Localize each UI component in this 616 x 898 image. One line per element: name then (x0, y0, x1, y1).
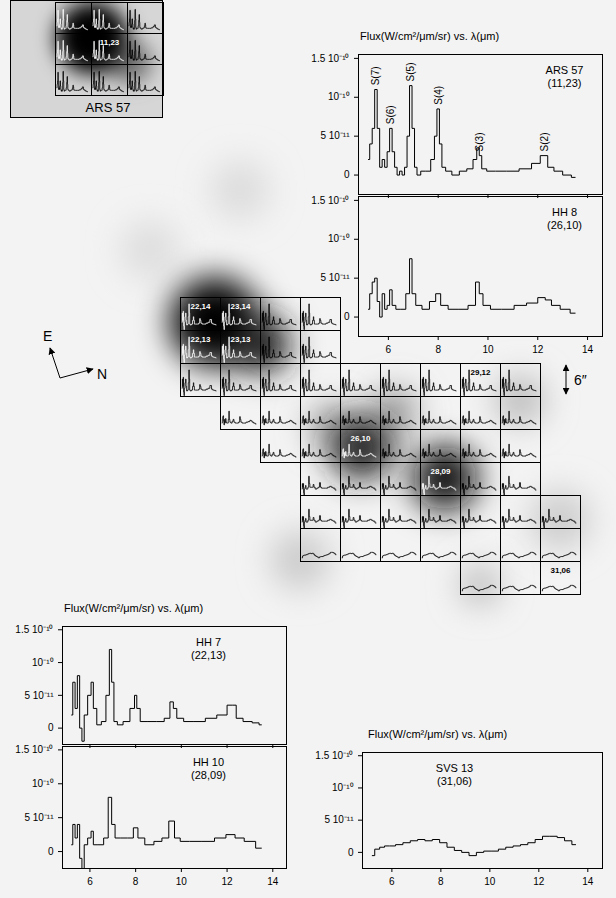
svg-text:10⁻¹⁰: 10⁻¹⁰ (32, 778, 53, 789)
svg-text:S(5): S(5) (405, 63, 416, 82)
svg-text:6: 6 (87, 876, 93, 887)
svg-text:5 10⁻¹¹: 5 10⁻¹¹ (320, 272, 350, 283)
svg-text:6: 6 (389, 876, 395, 887)
svg-text:31,06: 31,06 (550, 566, 571, 575)
svg-text:8: 8 (435, 344, 441, 355)
svg-text:1.5 10⁻¹⁰: 1.5 10⁻¹⁰ (311, 195, 349, 206)
svg-text:0: 0 (344, 311, 350, 322)
svg-text:10⁻¹⁰: 10⁻¹⁰ (328, 233, 349, 244)
svg-text:(28,09): (28,09) (191, 769, 226, 781)
svg-text:0: 0 (48, 846, 54, 857)
svg-text:S(4): S(4) (433, 86, 444, 105)
svg-text:5 10⁻¹¹: 5 10⁻¹¹ (24, 812, 54, 823)
svg-text:22,13: 22,13 (190, 335, 211, 344)
svg-text:S(3): S(3) (474, 133, 485, 152)
svg-text:N: N (97, 366, 107, 382)
svg-text:6″: 6″ (574, 372, 587, 388)
svg-text:29,12: 29,12 (470, 368, 491, 377)
svg-text:12: 12 (222, 876, 234, 887)
svg-text:(11,23): (11,23) (547, 77, 581, 89)
svg-text:1.5 10⁻¹⁰: 1.5 10⁻¹⁰ (15, 624, 53, 635)
svg-text:5 10⁻¹¹: 5 10⁻¹¹ (24, 690, 54, 701)
svg-text:SVS 13: SVS 13 (436, 762, 473, 774)
svg-text:28,09: 28,09 (430, 467, 451, 476)
svg-text:ARS 57: ARS 57 (86, 100, 131, 115)
svg-text:26,10: 26,10 (350, 434, 371, 443)
svg-text:1.5 10⁻¹⁰: 1.5 10⁻¹⁰ (15, 744, 53, 755)
svg-text:(22,13): (22,13) (191, 649, 226, 661)
svg-text:10⁻¹⁰: 10⁻¹⁰ (32, 657, 53, 668)
svg-text:14: 14 (582, 344, 594, 355)
svg-text:E: E (43, 328, 52, 344)
svg-text:14: 14 (267, 876, 279, 887)
svg-text:14: 14 (582, 876, 594, 887)
svg-text:0: 0 (344, 169, 350, 180)
svg-text:0: 0 (348, 847, 354, 858)
svg-text:HH 10: HH 10 (193, 756, 224, 768)
svg-text:HH 7: HH 7 (196, 636, 221, 648)
svg-text:8: 8 (133, 876, 139, 887)
svg-text:10: 10 (176, 876, 188, 887)
svg-text:5 10⁻¹¹: 5 10⁻¹¹ (320, 130, 350, 141)
svg-text:S(2): S(2) (539, 133, 550, 152)
svg-text:10: 10 (484, 876, 496, 887)
svg-text:5 10⁻¹¹: 5 10⁻¹¹ (324, 814, 354, 825)
svg-text:ARS 57: ARS 57 (546, 64, 584, 76)
svg-text:0: 0 (48, 722, 54, 733)
html-text:Flux(W/cm²/μm/sr) vs. λ(μm): Flux(W/cm²/μm/sr) vs. λ(μm) (368, 728, 508, 740)
svg-text:1.5 10⁻¹⁰: 1.5 10⁻¹⁰ (315, 750, 353, 761)
svg-text:11,23: 11,23 (100, 38, 120, 47)
svg-text:23,13: 23,13 (230, 335, 251, 344)
html-text:Flux(W/cm²/μm/sr) vs. λ(μm): Flux(W/cm²/μm/sr) vs. λ(μm) (360, 30, 500, 42)
svg-text:(26,10): (26,10) (547, 219, 582, 231)
svg-text:12: 12 (532, 344, 544, 355)
svg-text:10⁻¹⁰: 10⁻¹⁰ (328, 91, 349, 102)
html-text:Flux(W/cm²/μm/sr) vs. λ(μm): Flux(W/cm²/μm/sr) vs. λ(μm) (64, 602, 204, 614)
svg-text:HH 8: HH 8 (552, 206, 577, 218)
svg-text:10: 10 (482, 344, 494, 355)
svg-text:S(7): S(7) (370, 66, 381, 85)
svg-text:(31,06): (31,06) (437, 775, 472, 787)
svg-text:S(6): S(6) (385, 105, 396, 124)
svg-text:22,14: 22,14 (190, 302, 211, 311)
svg-text:23,14: 23,14 (230, 302, 251, 311)
svg-text:1.5 10⁻¹⁰: 1.5 10⁻¹⁰ (311, 53, 349, 64)
svg-text:8: 8 (438, 876, 444, 887)
svg-text:12: 12 (533, 876, 545, 887)
svg-text:10⁻¹⁰: 10⁻¹⁰ (332, 782, 353, 793)
svg-text:6: 6 (386, 344, 392, 355)
